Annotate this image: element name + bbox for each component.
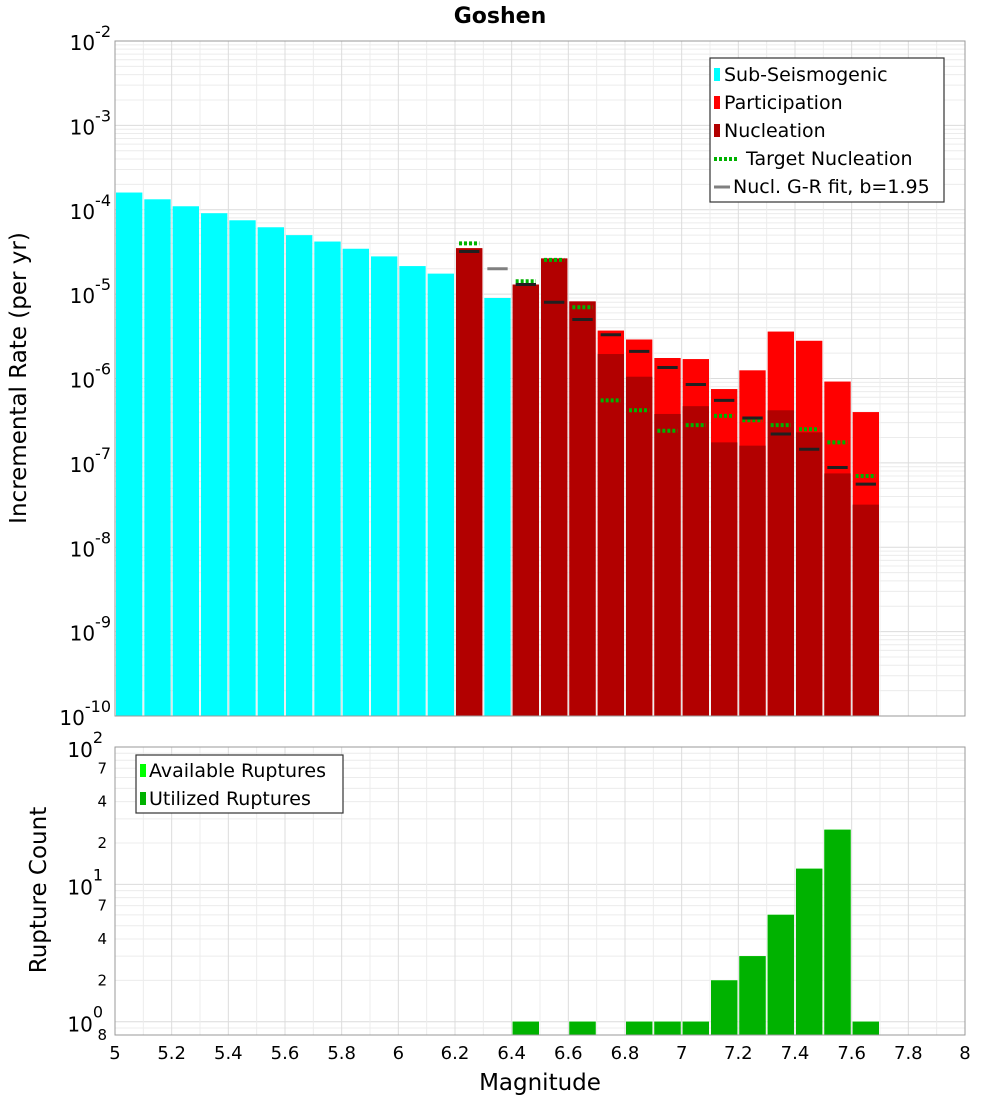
nucleation-bar	[597, 354, 624, 716]
top-y-tick-label: 10-6	[70, 360, 111, 393]
legend-swatch	[714, 124, 720, 137]
top-y-tick-label: 10-10	[59, 697, 111, 730]
utilized-ruptures-bar	[796, 868, 823, 1035]
x-tick-label: 5.6	[271, 1043, 300, 1064]
bottom-y-tick-label: 100	[67, 1003, 103, 1037]
utilized-ruptures-bar	[767, 914, 794, 1035]
bottom-y-tick-label: 102	[67, 728, 103, 762]
x-tick-label: 5.4	[214, 1043, 243, 1064]
top-plot-border	[114, 40, 966, 717]
nucleation-bar	[654, 413, 681, 716]
top-y-tick-label: 10-7	[70, 444, 111, 477]
sub-seismogenic-bar	[257, 227, 284, 716]
sub-seismogenic-bar	[314, 241, 341, 717]
x-tick-label: 5	[109, 1043, 120, 1064]
bottom-y-minor-label: 4	[97, 793, 107, 811]
top-y-tick-label: 10-5	[70, 275, 111, 308]
legend-label: Target Nucleation	[745, 148, 913, 170]
legend-label: Participation	[724, 92, 843, 114]
x-tick-label: 5.8	[327, 1043, 356, 1064]
top-y-axis-title: Incremental Rate (per yr)	[6, 232, 32, 524]
bottom-y-minor-label: 7	[97, 759, 107, 777]
bottom-plot-border	[114, 746, 966, 1036]
legend-swatch	[140, 764, 146, 777]
sub-seismogenic-bar	[399, 266, 426, 716]
legend-swatch	[714, 68, 720, 81]
x-tick-label: 6.2	[441, 1043, 470, 1064]
legend-label: Nucleation	[724, 120, 826, 142]
top-y-tick-label: 10-8	[70, 528, 111, 561]
x-axis-title: Magnitude	[479, 1070, 601, 1096]
x-tick-label: 7	[676, 1043, 687, 1064]
bottom-y-minor-label: 2	[97, 834, 107, 852]
nucleation-bar	[682, 406, 709, 716]
sub-seismogenic-bar	[229, 220, 256, 717]
utilized-ruptures-bar	[824, 829, 851, 1035]
x-tick-label: 6	[393, 1043, 404, 1064]
top-y-tick-label: 10-4	[70, 191, 111, 224]
legend-swatch	[140, 792, 146, 805]
nucleation-bar	[711, 442, 738, 716]
utilized-ruptures-bar	[569, 1021, 596, 1035]
nucleation-bar	[512, 284, 539, 716]
legend-label: Sub-Seismogenic	[724, 64, 888, 86]
x-tick-label: 8	[959, 1043, 970, 1064]
sub-seismogenic-bar	[427, 273, 454, 716]
legend-label: Utilized Ruptures	[149, 788, 311, 810]
sub-seismogenic-bar	[172, 206, 199, 716]
top-legend	[709, 57, 945, 203]
sub-seismogenic-bar	[286, 235, 313, 716]
nucleation-bar	[824, 473, 851, 716]
bottom-legend	[135, 754, 344, 814]
bottom-y-minor-label: 7	[97, 897, 107, 915]
bottom-y-tick-label: 101	[67, 865, 103, 899]
sub-seismogenic-bar	[371, 256, 398, 716]
top-y-tick-label: 10-9	[70, 613, 111, 646]
nucleation-bar	[569, 301, 596, 716]
x-tick-label: 6.8	[611, 1043, 640, 1064]
nucleation-bar	[541, 258, 568, 716]
x-tick-label: 7.8	[894, 1043, 923, 1064]
x-tick-label: 6.6	[554, 1043, 583, 1064]
bottom-y-minor-label: 4	[97, 930, 107, 948]
nucleation-bar	[852, 504, 879, 716]
bottom-y-minor-label: 2	[97, 971, 107, 989]
legend-label: Available Ruptures	[149, 760, 326, 782]
utilized-ruptures-bar	[512, 1021, 539, 1035]
x-tick-label: 7.6	[837, 1043, 866, 1064]
utilized-ruptures-bar	[654, 1021, 681, 1035]
top-y-tick-label: 10-3	[70, 106, 111, 139]
x-tick-label: 7.4	[781, 1043, 810, 1064]
utilized-ruptures-bar	[739, 956, 766, 1035]
legend-swatch	[714, 96, 720, 109]
sub-seismogenic-bar	[144, 199, 171, 716]
nucleation-bar	[456, 248, 483, 717]
x-tick-label: 7.2	[724, 1043, 753, 1064]
bottom-y-axis-title: Rupture Count	[26, 807, 52, 973]
chart-title: Goshen	[454, 4, 547, 29]
bottom-y-minor-label: 8	[97, 1026, 107, 1044]
nucleation-bar	[626, 376, 653, 716]
nucleation-bar	[767, 410, 794, 716]
utilized-ruptures-bar	[682, 1021, 709, 1035]
top-y-tick-label: 10-2	[70, 22, 111, 55]
sub-seismogenic-bar	[342, 248, 369, 716]
sub-seismogenic-bar	[201, 213, 228, 717]
utilized-ruptures-bar	[852, 1021, 879, 1035]
nucleation-bar	[796, 432, 823, 716]
utilized-ruptures-bar	[626, 1021, 653, 1035]
sub-seismogenic-bar	[484, 297, 511, 716]
utilized-ruptures-bar	[711, 980, 738, 1035]
x-tick-label: 6.4	[497, 1043, 526, 1064]
sub-seismogenic-bar	[116, 192, 143, 717]
x-tick-label: 5.2	[157, 1043, 186, 1064]
nucleation-bar	[739, 445, 766, 716]
legend-label: Nucl. G-R fit, b=1.95	[733, 176, 930, 198]
